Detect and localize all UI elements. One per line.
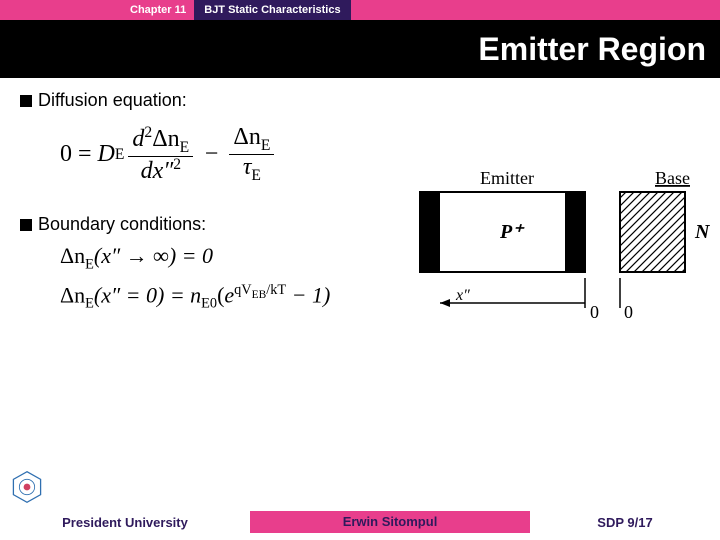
header-subtitle: BJT Static Characteristics: [194, 0, 350, 20]
emitter-left-strip: [420, 192, 440, 272]
eq1-dx: dx″: [141, 158, 174, 184]
zero-b: 0: [624, 302, 633, 322]
eq1-frac1: d2ΔnE dx″2: [128, 125, 193, 184]
page-title: Emitter Region: [478, 31, 706, 68]
header-bar: Chapter 11 BJT Static Characteristics: [0, 0, 720, 20]
bc2-arg: (x″ = 0) = n: [94, 282, 201, 307]
eq1-d: d: [132, 126, 144, 152]
eq1-frac2: ΔnE τE: [229, 125, 274, 184]
diffusion-heading: Diffusion equation:: [20, 90, 700, 111]
eq1-D: D: [98, 141, 115, 168]
content-area: Diffusion equation: 0 = DE d2ΔnE dx″2 − …: [0, 78, 720, 326]
bc1-dn: Δn: [60, 243, 85, 268]
zero-a: 0: [590, 302, 599, 322]
bc2-EB: EB: [252, 289, 267, 301]
bc2-qV: qV: [234, 282, 251, 298]
bullet-icon: [20, 95, 32, 107]
eq1-dn2: Δn: [233, 124, 260, 150]
eq1-dn-sub: E: [180, 139, 190, 156]
bc1-sub: E: [85, 257, 94, 273]
emitter-right-strip: [565, 192, 585, 272]
footer: President University Erwin Sitompul SDP …: [0, 504, 720, 540]
emitter-base-diagram: Emitter Base P⁺ N x″ 0 0: [410, 168, 710, 358]
eq1-D-sub: E: [115, 146, 125, 164]
boundary-label: Boundary conditions:: [38, 214, 206, 235]
footer-right: SDP 9/17: [530, 515, 720, 530]
x-axis-label: x″: [455, 287, 470, 304]
eq1-minus: −: [203, 141, 219, 168]
bc2-kT: /kT: [266, 282, 286, 298]
eq1-lhs: 0 =: [60, 141, 92, 168]
p-plus-label: P⁺: [499, 221, 525, 243]
footer-mid: Erwin Sitompul: [250, 511, 530, 533]
base-hatch: [620, 192, 685, 272]
university-logo-icon: [10, 470, 44, 504]
eq1-dn2-sub: E: [261, 137, 271, 154]
diffusion-label: Diffusion equation:: [38, 90, 187, 111]
bc2-tail: − 1): [286, 282, 330, 307]
eq1-dn: Δn: [152, 126, 179, 152]
bc1-arg: (x″ → ∞) = 0: [94, 243, 213, 268]
title-band: Emitter Region: [0, 20, 720, 78]
bc2-sub: E: [85, 295, 94, 311]
bc2-nE0: E0: [201, 295, 217, 311]
eq1-tau-sub: E: [251, 167, 261, 184]
bullet-icon: [20, 219, 32, 231]
footer-left: President University: [0, 515, 250, 530]
x-axis-arrow: [440, 299, 450, 307]
n-label: N: [694, 221, 710, 243]
base-label: Base: [655, 168, 690, 188]
bc2-dn: Δn: [60, 282, 85, 307]
chapter-label: Chapter 11: [0, 4, 194, 16]
emitter-label: Emitter: [480, 168, 534, 188]
